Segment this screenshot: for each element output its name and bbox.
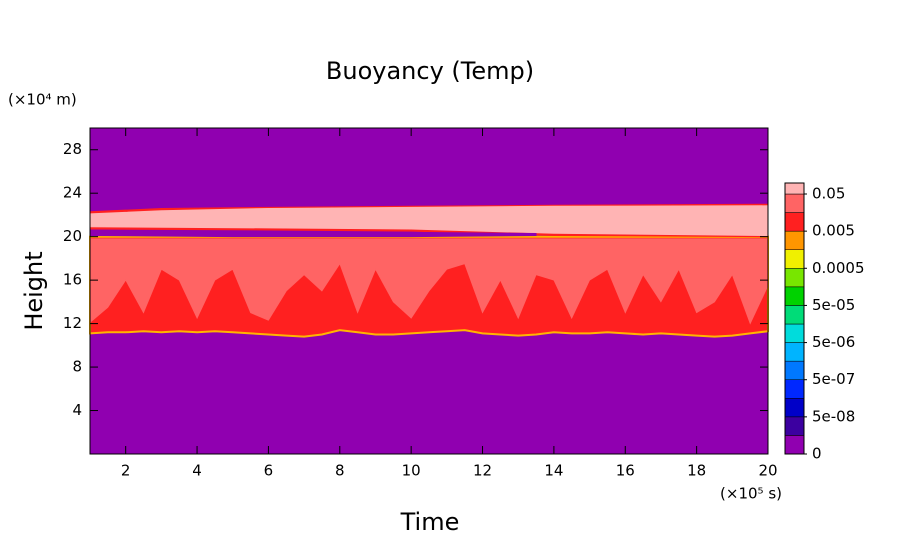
colorbar-band — [784, 268, 805, 288]
colorbar-band — [784, 182, 805, 195]
colorbar-frame — [784, 182, 805, 455]
x-tick-label: 6 — [264, 462, 274, 480]
colorbar-tick-label: 0.005 — [812, 222, 855, 240]
colorbar-tick-label: 0.0005 — [812, 259, 865, 277]
colorbar-tick-label: 0.05 — [812, 185, 845, 203]
contour-region — [89, 229, 537, 238]
colorbar-band — [784, 360, 805, 380]
colorbar-band — [784, 398, 805, 418]
y-tick-label: 20 — [63, 227, 82, 245]
x-unit: (×10⁵ s) — [720, 485, 782, 503]
colorbar-tick-label: 5e-05 — [812, 296, 855, 314]
colorbar-tick-label: 5e-07 — [812, 370, 855, 388]
colorbar-band — [784, 416, 805, 436]
x-tick-label: 12 — [473, 462, 492, 480]
y-tick-label: 12 — [63, 314, 82, 332]
y-tick-label: 28 — [63, 140, 82, 158]
contour-region — [89, 238, 769, 325]
y-axis-label: Height — [20, 251, 48, 330]
y-tick-label: 8 — [72, 358, 82, 376]
x-tick-label: 18 — [687, 462, 706, 480]
colorbar-tick-label: 5e-08 — [812, 407, 855, 425]
y-unit: (×10⁴ m) — [8, 91, 77, 109]
x-tick-label: 2 — [121, 462, 131, 480]
y-tick-label: 16 — [63, 271, 82, 289]
y-tick-label: 4 — [72, 401, 82, 419]
colorbar-band — [784, 193, 805, 213]
x-tick-label: 14 — [544, 462, 563, 480]
colorbar-band — [784, 230, 805, 250]
colorbar-band — [784, 286, 805, 306]
plot-frame — [89, 127, 769, 455]
colorbar-band — [784, 379, 805, 399]
colorbar-band — [784, 212, 805, 232]
colorbar-band — [784, 342, 805, 362]
x-tick-label: 4 — [192, 462, 202, 480]
chart-title: Buoyancy (Temp) — [326, 57, 534, 85]
x-tick-label: 20 — [758, 462, 777, 480]
y-tick-label: 24 — [63, 184, 82, 202]
x-tick-label: 8 — [335, 462, 345, 480]
colorbar-band — [784, 323, 805, 343]
colorbar-band — [784, 249, 805, 269]
colorbar-band — [784, 435, 805, 455]
colorbar-band — [784, 305, 805, 325]
x-axis-label: Time — [400, 508, 460, 536]
x-tick-label: 10 — [402, 462, 421, 480]
x-tick-label: 16 — [616, 462, 635, 480]
colorbar-tick-label: 5e-06 — [812, 333, 855, 351]
colorbar-tick-label: 0 — [812, 445, 822, 463]
